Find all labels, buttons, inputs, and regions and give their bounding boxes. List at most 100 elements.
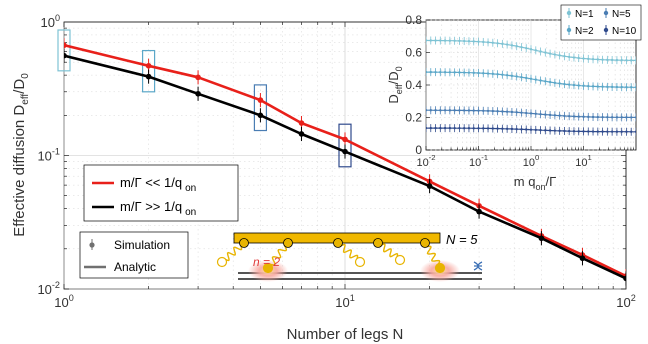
- inset-data-point: [615, 58, 619, 62]
- inset-data-point: [563, 129, 566, 133]
- inset-data-point: [443, 126, 447, 130]
- inset-data-point: [548, 80, 552, 84]
- inset-data-point: [587, 84, 590, 88]
- leg-anchor: [333, 238, 343, 248]
- series-legend: m/Γ << 1/q on m/Γ >> 1/q on: [83, 164, 239, 222]
- inset-data-point: [577, 56, 580, 60]
- inset-data-point: [496, 127, 499, 130]
- inset-data-point: [472, 109, 475, 112]
- method-legend: Simulation Analytic: [79, 231, 189, 279]
- data-point: [64, 42, 67, 49]
- simulation-marker-icon: [89, 242, 95, 248]
- inset-data-point: [482, 127, 485, 130]
- inset-data-point: [620, 130, 623, 133]
- inset-data-point: [439, 39, 442, 42]
- inset-data-point: [462, 109, 466, 112]
- data-point: [145, 62, 152, 69]
- inset-data-point: [577, 130, 580, 133]
- leg-anchor: [283, 238, 293, 248]
- inset-legend-marker-icon: [566, 10, 572, 16]
- inset-data-point: [525, 46, 528, 50]
- leg-end: [394, 254, 406, 266]
- inset-data-point: [606, 85, 609, 89]
- inset-legend-item: N=10: [603, 25, 637, 37]
- inset-data-point: [529, 112, 533, 115]
- inset-data-point: [591, 58, 595, 61]
- inset-data-point: [505, 127, 509, 131]
- inset-data-point: [501, 42, 504, 46]
- inset-data-point: [515, 111, 518, 114]
- inset-data-point: [587, 115, 590, 119]
- leg-anchor: [373, 238, 383, 248]
- inset-data-point: [596, 85, 600, 88]
- inset-data-point: [553, 129, 557, 132]
- inset-data-point: [439, 109, 442, 112]
- leg-anchor: [420, 238, 430, 248]
- inset-data-point: [553, 53, 557, 56]
- inset-data-point: [453, 39, 456, 42]
- inset-axis-ticks: 0 0.2 0.4 0.6 0.8 10-2 10-1 100 101: [405, 13, 634, 169]
- inset-data-point: [491, 41, 495, 44]
- inset-data-point: [505, 43, 509, 46]
- inset-data-point: [615, 85, 619, 89]
- data-point: [476, 208, 482, 215]
- inset-data-point: [448, 71, 452, 74]
- inset-legend-marker-icon: [566, 27, 572, 33]
- inset-data-point: [501, 110, 504, 113]
- inset-data-point: [620, 85, 623, 89]
- data-point: [579, 255, 586, 262]
- inset-data-point: [505, 74, 509, 77]
- inset-data-point: [443, 71, 447, 74]
- data-point: [257, 97, 264, 103]
- inset-data-point: [567, 83, 571, 86]
- inset-data-point: [458, 39, 461, 43]
- walker-leg: [216, 238, 249, 268]
- data-point: [426, 183, 433, 189]
- inset-data-point: [539, 50, 542, 53]
- inset-plot: 0 0.2 0.4 0.6 0.8 10-2 10-1 100 101 m qon/Γ Deff…: [386, 4, 642, 192]
- inset-data-point: [510, 44, 514, 47]
- inset-data-point: [625, 130, 628, 133]
- inset-data-point: [486, 72, 490, 75]
- inset-data-point: [426, 70, 428, 74]
- inset-data-point: [577, 115, 580, 118]
- main-y-tick-label: 100: [40, 13, 60, 30]
- inset-data-point: [625, 85, 628, 89]
- inset-data-point: [601, 58, 604, 61]
- highlight-box: [141, 49, 156, 93]
- legend-label-analytic: Analytic: [114, 260, 156, 274]
- cartoon-label-n: n = 2: [253, 255, 280, 269]
- inset-data-point: [563, 82, 566, 86]
- data-point: [298, 120, 305, 126]
- inset-data-point: [582, 130, 585, 133]
- main-y-tick-label: 10-1: [37, 147, 60, 164]
- inset-data-point: [491, 109, 495, 113]
- inset-data-point: [434, 109, 437, 112]
- inset-legend-item: N=2: [566, 25, 594, 37]
- inset-data-point: [486, 127, 490, 130]
- inset-data-point: [544, 80, 547, 83]
- main-y-tick-label: 10-2: [37, 280, 60, 297]
- inset-data-point: [434, 39, 437, 42]
- data-point: [145, 73, 152, 80]
- inset-data-point: [544, 129, 547, 132]
- inset-y-tick-label: 0: [415, 143, 422, 157]
- inset-data-point: [448, 39, 452, 42]
- data-point: [623, 275, 626, 282]
- inset-data-point: [548, 129, 552, 132]
- inset-data-point: [582, 115, 585, 118]
- inset-data-point: [630, 116, 633, 119]
- inset-series-1: [426, 36, 636, 65]
- inset-data-point: [534, 78, 537, 81]
- inset-data-point: [634, 59, 636, 62]
- inset-data-point: [453, 126, 456, 130]
- inset-data-point: [515, 75, 518, 78]
- inset-data-point: [477, 40, 480, 43]
- inset-series-4: [426, 124, 636, 136]
- inset-data-point: [426, 109, 428, 112]
- highlight-box: [253, 84, 268, 132]
- inset-data-point: [620, 116, 623, 119]
- inset-data-point: [429, 126, 432, 130]
- inset-data-point: [630, 86, 633, 89]
- data-point: [195, 90, 201, 97]
